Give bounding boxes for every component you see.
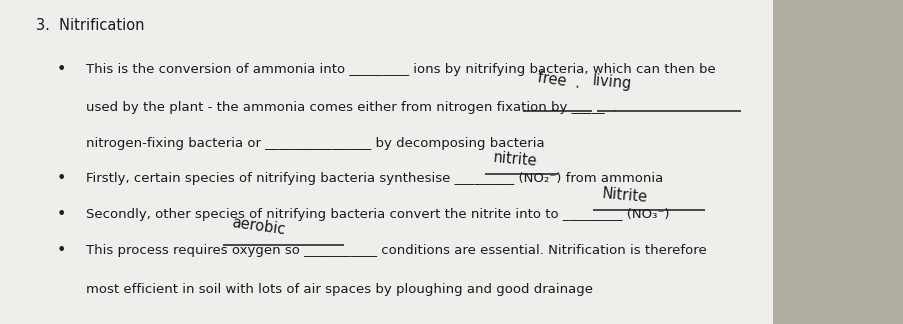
Text: Firstly, certain species of nitrifying bacteria synthesise _________ (NO₂⁻) from: Firstly, certain species of nitrifying b… bbox=[86, 172, 663, 185]
Text: •: • bbox=[57, 62, 66, 77]
Bar bbox=[0, 0, 772, 324]
Bar bbox=[772, 0, 903, 324]
Text: This process requires oxygen so ___________ conditions are essential. Nitrificat: This process requires oxygen so ________… bbox=[86, 244, 706, 257]
Text: Nitrite: Nitrite bbox=[600, 186, 647, 205]
Text: Secondly, other species of nitrifying bacteria convert the nitrite into to _____: Secondly, other species of nitrifying ba… bbox=[86, 208, 668, 221]
Text: living: living bbox=[591, 73, 632, 91]
Text: most efficient in soil with lots of air spaces by ploughing and good drainage: most efficient in soil with lots of air … bbox=[86, 283, 592, 295]
Text: •: • bbox=[57, 207, 66, 222]
Text: free  .: free . bbox=[536, 71, 581, 91]
Text: nitrogen-fixing bacteria or ________________ by decomposing bacteria: nitrogen-fixing bacteria or ____________… bbox=[86, 137, 544, 150]
Text: aerobic: aerobic bbox=[230, 215, 285, 237]
Text: •: • bbox=[57, 243, 66, 258]
Text: nitrite: nitrite bbox=[492, 150, 537, 169]
Text: 3.  Nitrification: 3. Nitrification bbox=[36, 18, 144, 33]
Text: •: • bbox=[57, 171, 66, 186]
Text: This is the conversion of ammonia into _________ ions by nitrifying bacteria, wh: This is the conversion of ammonia into _… bbox=[86, 63, 715, 76]
Text: used by the plant - the ammonia comes either from nitrogen fixation by _____  .: used by the plant - the ammonia comes ei… bbox=[86, 101, 617, 114]
